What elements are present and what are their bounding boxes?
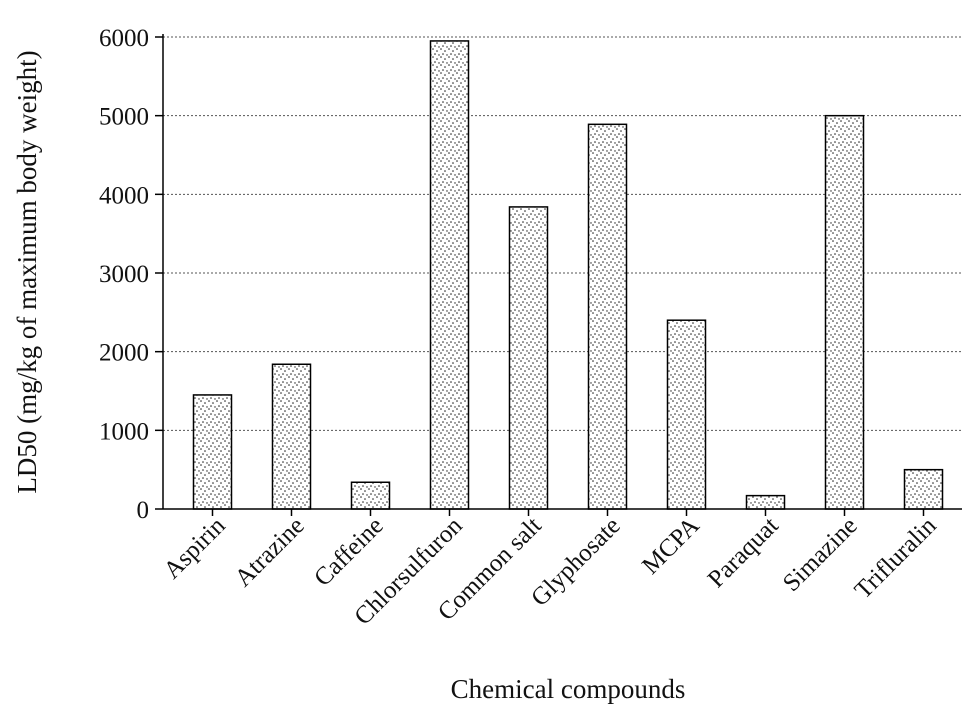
y-tick-labels: 0 1000 2000 3000 4000 5000 6000 (99, 25, 149, 524)
x-tick-label: Caffeine (309, 512, 389, 592)
bar-atrazine (271, 363, 312, 510)
bar-chlorsulfuron (429, 40, 470, 510)
y-tick-label: 2000 (99, 340, 149, 367)
x-category-labels: Aspirin Atrazine CaffeineChlorsulfuronComm… (159, 512, 942, 631)
bar-mcpa (666, 319, 707, 510)
x-tick-label: MCPA (637, 512, 705, 580)
y-tick-label: 3000 (99, 261, 149, 288)
y-axis-title: LD50 (mg/kg of maximum body weight) (12, 50, 42, 493)
bar-simazine (824, 114, 865, 510)
y-tick-label: 0 (137, 497, 150, 524)
bar-trifluralin (903, 468, 944, 510)
x-tick-label: Paraquat (703, 512, 784, 593)
y-tick-label: 6000 (99, 25, 149, 52)
bar-glyphosate (587, 123, 628, 510)
x-tick-label: Aspirin (159, 512, 231, 584)
x-tick-label: Atrazine (230, 512, 310, 592)
bar-common-salt (508, 206, 549, 510)
x-tick-label: Trifluralin (850, 512, 942, 604)
bar-paraquat (745, 494, 786, 510)
bar-caffeine (350, 481, 391, 510)
bars (192, 40, 944, 510)
y-tick-label: 1000 (99, 418, 149, 445)
bar-aspirin (192, 394, 233, 510)
y-tick-label: 4000 (99, 182, 149, 209)
x-axis-title: Chemical compounds (451, 674, 686, 704)
axes (155, 34, 962, 516)
y-tick-label: 5000 (99, 104, 149, 131)
